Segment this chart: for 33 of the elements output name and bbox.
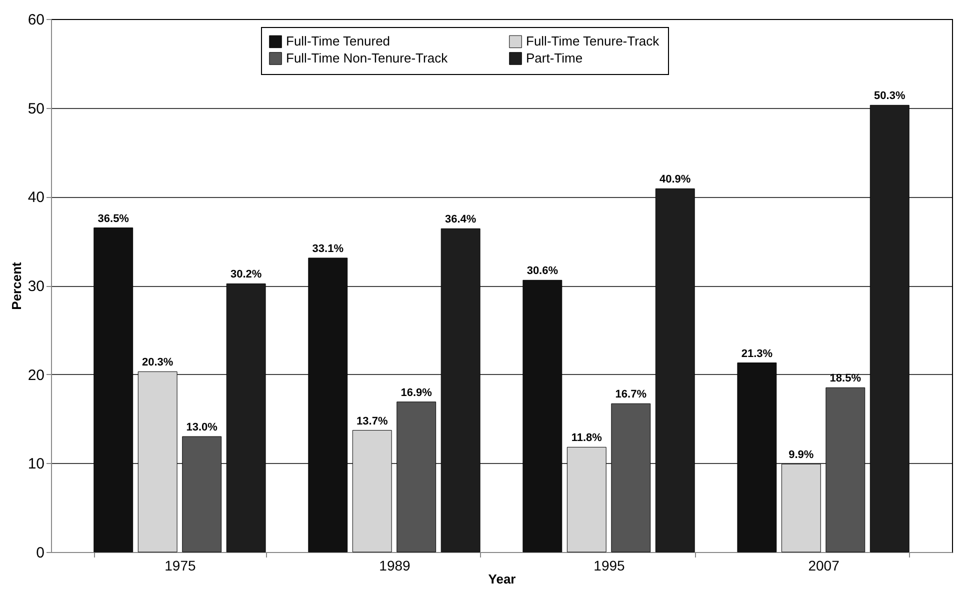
x-axis-title: Year: [488, 572, 516, 586]
y-tick-label: 20: [28, 366, 44, 384]
data-label: 11.8%: [571, 432, 602, 444]
x-tick-label: 2007: [808, 558, 840, 574]
data-label: 16.7%: [615, 388, 647, 401]
data-label: 20.3%: [142, 356, 174, 369]
data-label: 40.9%: [660, 174, 691, 186]
data-label: 30.2%: [230, 268, 262, 281]
x-tick-label: 1975: [164, 558, 196, 574]
data-label: 13.0%: [186, 422, 218, 434]
y-tick-label: 10: [28, 456, 44, 473]
data-label: 16.9%: [400, 386, 432, 399]
legend-label: Full-Time Tenured: [286, 34, 390, 49]
data-label: 30.6%: [526, 265, 558, 278]
y-axis-title: Percent: [8, 261, 24, 310]
data-label: 21.3%: [741, 348, 773, 360]
y-tick-label: 0: [36, 544, 44, 562]
data-label: 9.9%: [788, 449, 814, 462]
data-label: 33.1%: [312, 242, 344, 255]
data-label: 36.5%: [98, 212, 130, 225]
y-tick-label: 40: [28, 189, 44, 206]
data-label: 18.5%: [830, 372, 862, 385]
legend-label: Full-Time Non-Tenure-Track: [286, 50, 448, 66]
x-tick-label: 1995: [594, 558, 626, 574]
data-label: 36.4%: [444, 214, 476, 226]
x-tick-label: 1989: [379, 558, 411, 574]
data-label: 50.3%: [874, 90, 906, 102]
legend-label: Full-Time Tenure-Track: [526, 34, 660, 49]
y-tick-label: 30: [28, 278, 44, 295]
y-tick-label: 50: [28, 100, 44, 118]
data-label: 13.7%: [356, 415, 388, 428]
legend-label: Part-Time: [526, 50, 583, 66]
y-tick-label: 60: [28, 12, 44, 28]
